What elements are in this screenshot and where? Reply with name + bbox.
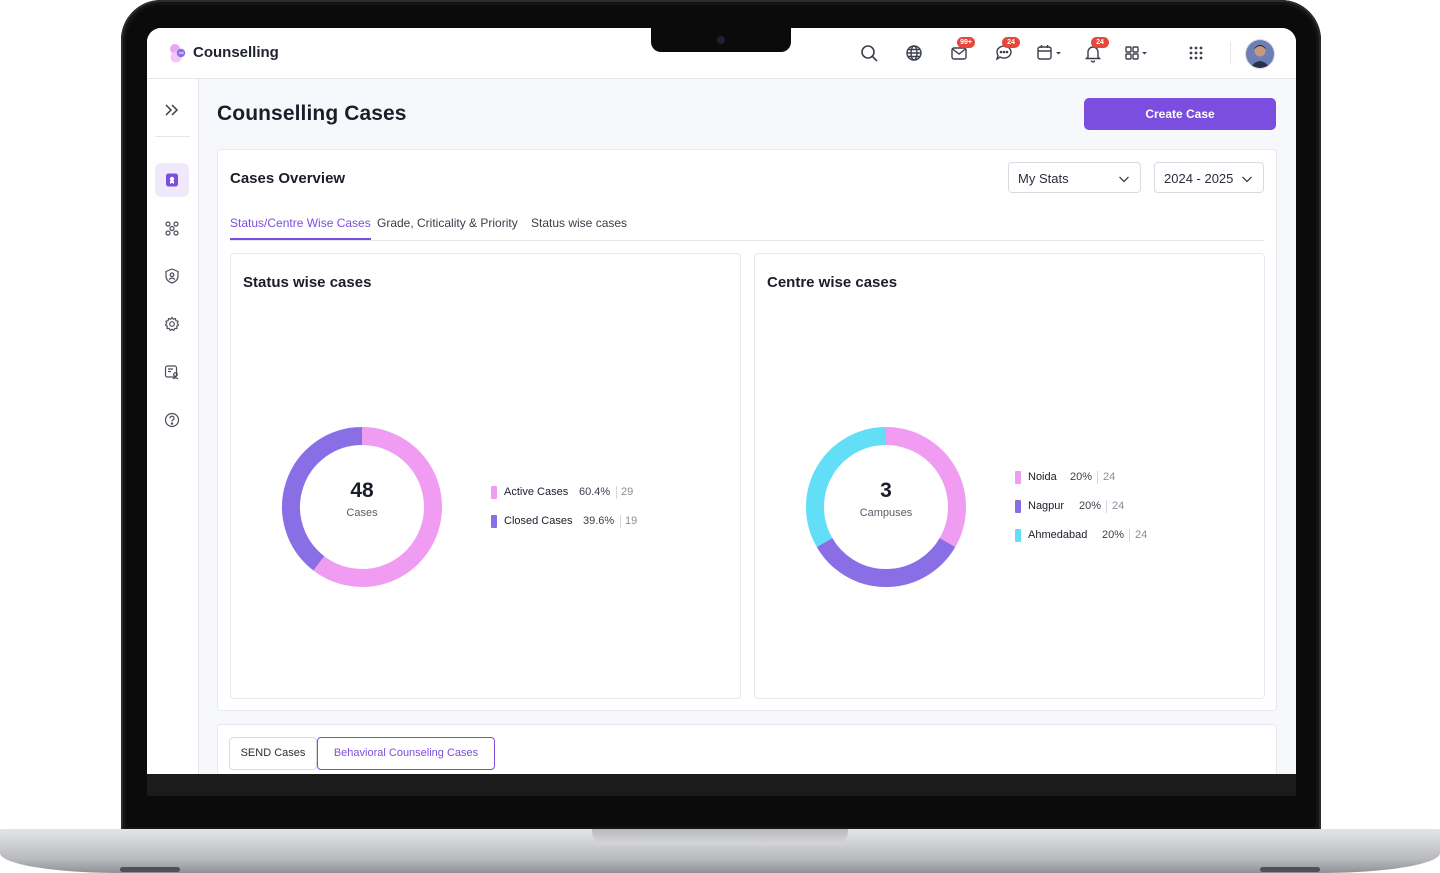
legend-divider bbox=[1106, 500, 1107, 513]
network-icon bbox=[165, 221, 179, 236]
case-badge-icon bbox=[166, 173, 178, 187]
legend-swatch bbox=[491, 486, 497, 499]
report-user-icon bbox=[164, 365, 179, 380]
legend-name: Ahmedabad bbox=[1028, 529, 1088, 541]
avatar[interactable] bbox=[1245, 39, 1275, 69]
legend-percent: 20% bbox=[1070, 471, 1093, 483]
help-icon bbox=[164, 412, 180, 428]
sidebar-item-cases[interactable] bbox=[155, 163, 189, 197]
centre-donut-chart bbox=[806, 427, 966, 587]
laptop-foot bbox=[1260, 867, 1320, 872]
sidebar-item-network[interactable] bbox=[155, 211, 189, 245]
sidebar-item-help[interactable] bbox=[155, 403, 189, 437]
cases-overview-panel: Cases Overview My Stats 2024 - 2025 Stat… bbox=[217, 149, 1277, 711]
apps-icon[interactable] bbox=[1122, 41, 1152, 65]
donut-slice-nagpur bbox=[816, 537, 956, 587]
send-cases-tab[interactable]: SEND Cases bbox=[229, 737, 317, 770]
legend-percent: 20% bbox=[1079, 500, 1102, 512]
overview-tabs: Status/Centre Wise Cases Grade, Critical… bbox=[230, 212, 1264, 241]
status-donut-chart bbox=[282, 427, 442, 587]
topbar-divider bbox=[1230, 42, 1231, 64]
laptop-base-notch bbox=[592, 829, 848, 845]
status-total-cases: 48 bbox=[350, 479, 374, 502]
overview-title: Cases Overview bbox=[230, 170, 346, 187]
year-select-value: 2024 - 2025 bbox=[1164, 171, 1234, 186]
shield-user-icon bbox=[165, 268, 179, 284]
year-select[interactable]: 2024 - 2025 bbox=[1154, 162, 1264, 193]
chat-badge: 24 bbox=[1002, 37, 1020, 48]
status-wise-cases-card: Status wise cases 48 Cases Active Cases … bbox=[230, 253, 741, 699]
mail-icon[interactable]: 99+ bbox=[947, 37, 975, 65]
camera-lens bbox=[717, 36, 725, 44]
behavioral-counseling-cases-tab[interactable]: Behavioral Counseling Cases bbox=[317, 737, 495, 770]
app-logo-icon bbox=[170, 44, 186, 63]
stats-select-value: My Stats bbox=[1018, 171, 1069, 186]
legend-percent: 39.6% bbox=[583, 515, 615, 527]
camera-notch bbox=[651, 28, 791, 52]
sidebar-item-security[interactable] bbox=[155, 259, 189, 293]
chevron-down-icon bbox=[1119, 176, 1129, 183]
legend-percent: 60.4% bbox=[579, 486, 611, 498]
laptop-foot bbox=[120, 867, 180, 872]
donut-slice-ahmedabad bbox=[806, 427, 887, 547]
donut-slice-active-cases bbox=[313, 427, 442, 587]
legend-divider bbox=[1097, 471, 1098, 484]
create-case-button[interactable]: Create Case bbox=[1084, 98, 1276, 130]
sidebar-item-settings[interactable] bbox=[155, 307, 189, 341]
legend-name: Closed Cases bbox=[504, 515, 573, 527]
centre-wise-cases-card: Centre wise cases 3 Campuses Noida 20% 2… bbox=[754, 253, 1265, 699]
sidebar bbox=[147, 79, 199, 774]
status-card-title: Status wise cases bbox=[243, 274, 372, 291]
legend-swatch bbox=[491, 515, 497, 528]
legend-swatch bbox=[1015, 500, 1021, 513]
sidebar-divider bbox=[155, 136, 190, 137]
donut-slice-noida bbox=[885, 427, 966, 547]
calendar-icon[interactable] bbox=[1035, 41, 1065, 65]
grid-dots-icon[interactable] bbox=[1184, 41, 1208, 65]
centre-total-campuses: 3 bbox=[880, 479, 892, 502]
legend-count: 19 bbox=[625, 515, 638, 527]
centre-total-label: Campuses bbox=[859, 507, 913, 519]
tab-grade-criticality-priority[interactable]: Grade, Criticality & Priority bbox=[377, 216, 518, 230]
sidebar-item-reports[interactable] bbox=[155, 355, 189, 389]
bell-badge: 24 bbox=[1091, 37, 1109, 48]
laptop-chin bbox=[147, 774, 1296, 796]
legend-swatch bbox=[1015, 529, 1021, 542]
page-title: Counselling Cases bbox=[217, 102, 407, 125]
expand-sidebar-icon[interactable] bbox=[161, 99, 183, 121]
legend-divider bbox=[1129, 529, 1130, 542]
tab-status-centre-wise-cases[interactable]: Status/Centre Wise Cases bbox=[230, 216, 371, 240]
legend-percent: 20% bbox=[1102, 529, 1125, 541]
legend-divider bbox=[620, 515, 621, 528]
legend-count: 29 bbox=[621, 486, 634, 498]
search-icon[interactable] bbox=[857, 41, 881, 65]
mail-badge: 99+ bbox=[957, 37, 975, 48]
legend-swatch bbox=[1015, 471, 1021, 484]
centre-donut-center: 3 Campuses bbox=[803, 478, 969, 519]
chat-icon[interactable]: 24 bbox=[992, 37, 1020, 65]
legend-name: Noida bbox=[1028, 471, 1057, 483]
screen: Counselling 99+ 24 24 bbox=[147, 28, 1296, 774]
centre-card-title: Centre wise cases bbox=[767, 274, 898, 291]
legend-count: 24 bbox=[1112, 500, 1125, 512]
stats-select[interactable]: My Stats bbox=[1008, 162, 1141, 193]
chevron-down-icon bbox=[1242, 176, 1252, 183]
legend-name: Active Cases bbox=[504, 486, 569, 498]
bell-icon[interactable]: 24 bbox=[1081, 37, 1109, 65]
tab-status-wise-cases[interactable]: Status wise cases bbox=[531, 216, 628, 230]
laptop-base bbox=[0, 829, 1440, 873]
donut-slice-closed-cases bbox=[282, 427, 363, 571]
main-content: Counselling Cases Create Case Cases Over… bbox=[199, 79, 1296, 774]
legend-count: 24 bbox=[1135, 529, 1148, 541]
status-total-label: Cases bbox=[346, 507, 378, 519]
legend-divider bbox=[616, 486, 617, 499]
legend-count: 24 bbox=[1103, 471, 1116, 483]
globe-icon[interactable] bbox=[902, 41, 926, 65]
app-title: Counselling bbox=[193, 44, 279, 61]
gear-icon bbox=[164, 316, 180, 332]
status-donut-center: 48 Cases bbox=[279, 478, 445, 519]
legend-name: Nagpur bbox=[1028, 500, 1065, 512]
case-type-panel: SEND Cases Behavioral Counseling Cases bbox=[217, 724, 1277, 774]
